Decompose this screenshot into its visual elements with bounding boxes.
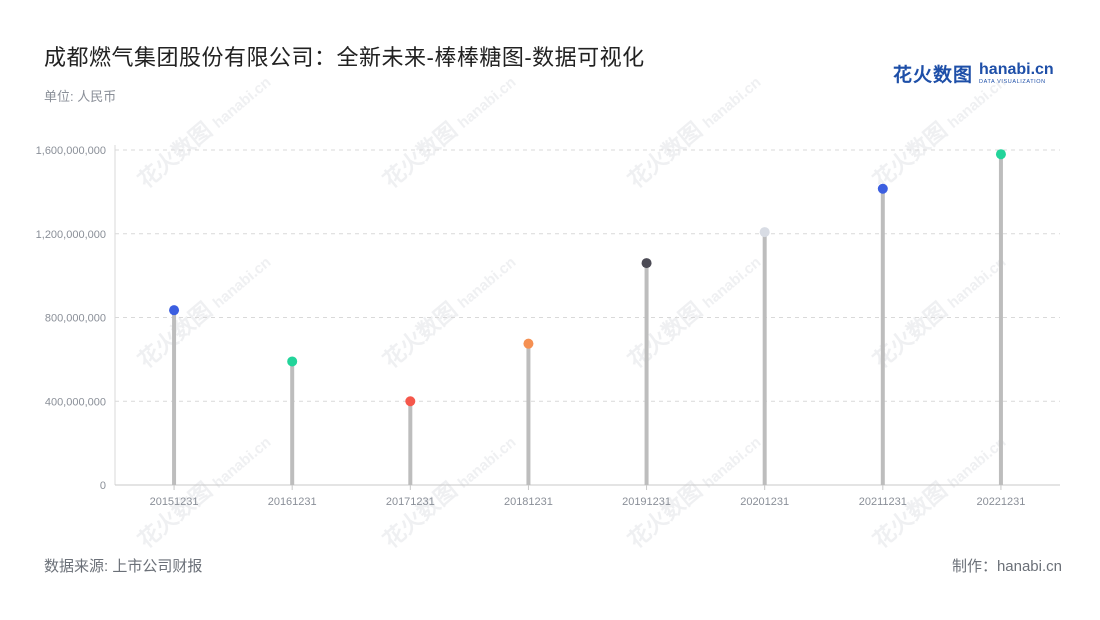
lollipop-point bbox=[995, 149, 1006, 160]
x-tick-label: 20201231 bbox=[740, 496, 789, 508]
logo-text-cn: 花火数图 bbox=[893, 65, 974, 86]
x-tick-label: 20211231 bbox=[859, 496, 907, 508]
x-tick-label: 20151231 bbox=[150, 496, 199, 508]
lollipop-point bbox=[405, 396, 416, 407]
x-tick-label: 20221231 bbox=[976, 496, 1025, 508]
x-tick-label: 20171231 bbox=[386, 496, 435, 508]
y-tick-label: 0 bbox=[100, 480, 106, 492]
x-tick-label: 20191231 bbox=[622, 496, 671, 508]
x-tick-label: 20161231 bbox=[268, 496, 317, 508]
brand-logo: 花火数图 hanabi.cn DATA VISUALIZATION bbox=[893, 60, 1054, 87]
y-tick-label: 400,000,000 bbox=[45, 396, 106, 408]
lollipop-point bbox=[287, 356, 298, 367]
chart-title: 成都燃气集团股份有限公司：全新未来-棒棒糖图-数据可视化 bbox=[44, 45, 645, 70]
lollipop-point bbox=[169, 305, 180, 316]
lollipop-point bbox=[759, 227, 770, 238]
logo-subtext: DATA VISUALIZATION bbox=[979, 78, 1046, 85]
y-tick-label: 1,200,000,000 bbox=[36, 229, 106, 241]
x-tick-label: 20181231 bbox=[504, 496, 553, 508]
y-tick-label: 800,000,000 bbox=[45, 313, 106, 325]
lollipop-point bbox=[877, 183, 888, 194]
y-tick-label: 1,600,000,000 bbox=[36, 145, 106, 157]
data-source-label: 数据来源: 上市公司财报 bbox=[44, 558, 203, 575]
lollipop-point bbox=[641, 258, 652, 269]
logo-text-en-group: hanabi.cn DATA VISUALIZATION bbox=[979, 60, 1054, 86]
unit-label: 单位: 人民币 bbox=[44, 89, 117, 104]
lollipop-point bbox=[523, 338, 534, 349]
logo-text-en: hanabi.cn bbox=[979, 60, 1054, 78]
maker-label: 制作：hanabi.cn bbox=[951, 558, 1062, 575]
